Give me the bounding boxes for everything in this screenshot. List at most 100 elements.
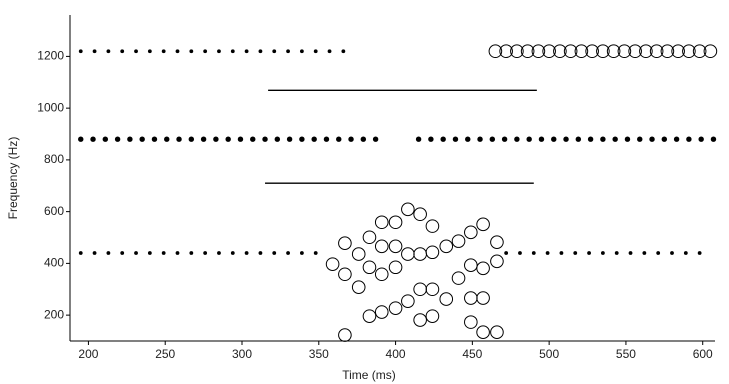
dot	[200, 136, 207, 142]
dot	[120, 49, 125, 54]
dot	[272, 49, 277, 54]
dot	[161, 49, 166, 54]
open-circle	[596, 44, 610, 59]
open-circle	[362, 230, 377, 245]
open-circle	[338, 267, 352, 282]
dot	[272, 251, 277, 255]
dot	[518, 251, 522, 255]
open-circle	[660, 44, 675, 59]
dot	[106, 251, 111, 255]
open-circle	[362, 309, 377, 323]
dot	[642, 251, 647, 255]
dot	[134, 49, 138, 54]
dot	[452, 136, 459, 142]
dot	[683, 251, 688, 255]
dot	[504, 251, 509, 255]
dot	[341, 49, 346, 54]
open-circle	[439, 292, 454, 306]
dot	[230, 251, 235, 255]
open-circle	[563, 44, 578, 59]
dot	[213, 136, 219, 142]
x-tick-label: 550	[616, 347, 636, 361]
dot	[545, 251, 550, 255]
dot	[415, 136, 422, 142]
open-circle	[388, 239, 403, 254]
dot	[489, 136, 496, 142]
x-tick-label: 500	[539, 347, 559, 361]
open-circle	[413, 313, 427, 327]
dot	[465, 136, 471, 142]
dot	[440, 136, 446, 142]
open-circle	[606, 44, 621, 59]
open-circle	[682, 44, 696, 59]
dot	[299, 136, 305, 142]
dot	[92, 49, 97, 54]
y-tick-label: 1200	[37, 49, 64, 63]
dot	[286, 136, 293, 142]
x-tick-label: 450	[462, 347, 482, 361]
dot	[299, 49, 304, 54]
dot	[575, 136, 582, 142]
open-circle	[531, 44, 546, 59]
open-circle	[388, 301, 403, 315]
dot	[348, 136, 354, 142]
open-circle	[374, 305, 389, 319]
open-circle	[413, 247, 427, 261]
dot	[313, 49, 318, 54]
dot	[225, 136, 231, 142]
open-circle	[425, 219, 440, 233]
dot	[637, 136, 643, 142]
dot	[600, 136, 606, 142]
open-circle	[510, 44, 524, 59]
open-circle	[490, 235, 504, 249]
dot	[188, 136, 195, 142]
dot	[151, 136, 158, 142]
open-circle	[413, 207, 427, 222]
dot	[106, 49, 111, 54]
open-circle	[476, 291, 490, 305]
dot	[217, 251, 221, 255]
open-circle	[488, 44, 503, 59]
dot	[710, 136, 717, 142]
y-tick-label: 200	[44, 307, 64, 321]
dot	[258, 49, 263, 54]
open-circle	[362, 260, 377, 275]
dot	[501, 136, 508, 142]
dot	[217, 49, 221, 54]
dot	[327, 49, 332, 54]
open-circle	[476, 325, 490, 340]
dot	[531, 251, 536, 255]
open-circle	[476, 261, 490, 276]
open-circle	[413, 282, 427, 297]
dot	[203, 251, 208, 255]
open-circle	[425, 245, 440, 260]
dot	[286, 49, 290, 54]
open-circle	[401, 202, 415, 217]
dot	[624, 136, 631, 142]
y-tick-label: 400	[44, 256, 64, 270]
open-circle	[351, 247, 366, 261]
dot	[538, 136, 545, 142]
open-circle	[464, 225, 478, 240]
open-circle	[585, 44, 599, 59]
dot	[237, 136, 244, 142]
dot	[139, 136, 145, 142]
open-circle	[388, 215, 403, 230]
dot	[372, 136, 379, 142]
x-tick-label: 350	[309, 347, 329, 361]
open-circle	[542, 44, 556, 59]
dot	[311, 136, 317, 142]
dot	[656, 251, 661, 255]
dot	[134, 251, 138, 255]
open-circle	[451, 234, 466, 248]
dot	[573, 251, 578, 255]
open-circle	[617, 44, 632, 59]
open-circle	[692, 44, 707, 59]
dot	[90, 136, 96, 142]
dot	[189, 251, 194, 255]
dot	[323, 136, 330, 142]
open-circle	[703, 44, 718, 59]
open-circle	[451, 271, 466, 285]
open-circle	[464, 258, 478, 272]
